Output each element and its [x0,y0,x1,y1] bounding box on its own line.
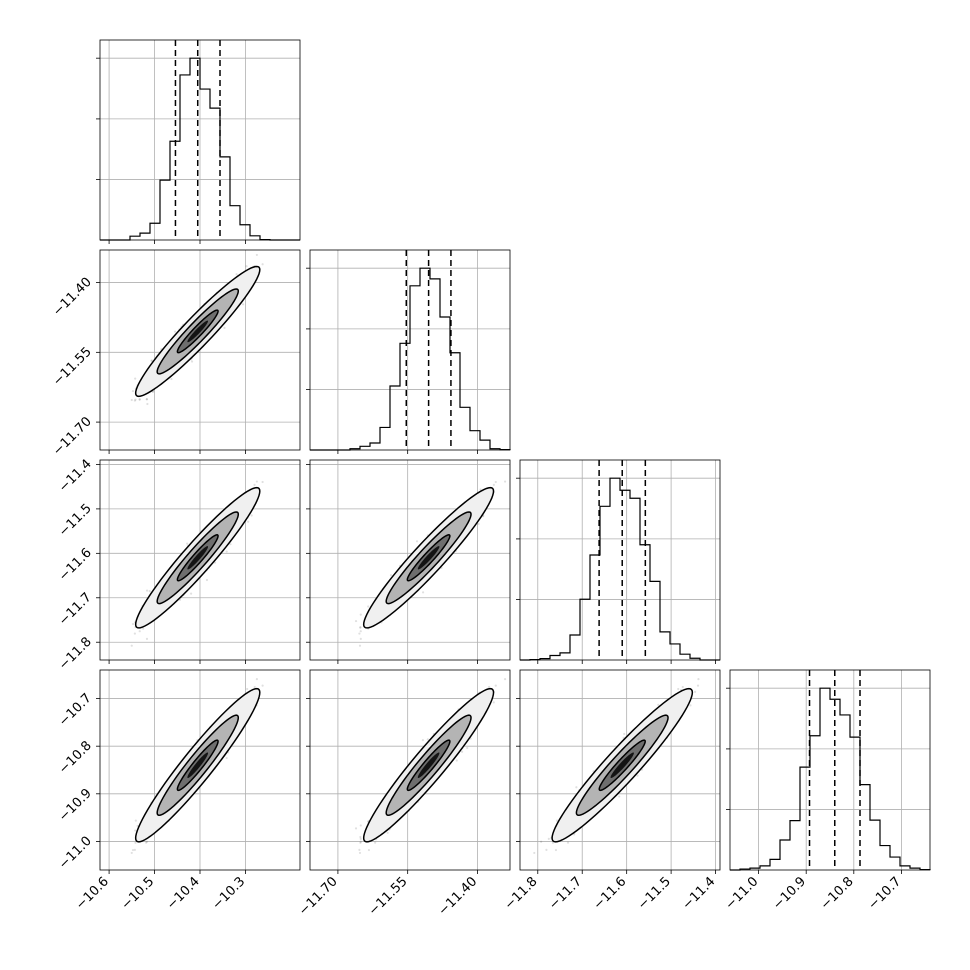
hist-panel [306,249,511,454]
sample-point [255,253,258,257]
sample-point [223,326,226,329]
density-contour [187,320,209,343]
histogram-step [310,267,511,451]
sample-point [255,480,258,483]
sample-point [245,265,248,268]
sample-point [150,359,154,362]
sample-point [130,644,133,647]
sample-point [189,592,193,595]
sample-point [261,480,264,484]
sample-point [133,632,136,635]
sample-point [131,389,135,393]
sample-point [146,402,149,406]
sample-point [145,589,149,592]
hist-background [310,250,510,450]
sample-point [145,398,149,401]
sample-point [130,398,133,402]
sample-point [142,627,145,630]
sample-point [151,390,155,393]
hist-frame [99,39,301,241]
sample-point [241,303,245,306]
sample-point [138,398,141,401]
sample-point [131,622,135,626]
sample-point [145,398,148,401]
sample-point [247,520,250,523]
hist-frame [519,459,721,661]
histogram-step [520,477,720,661]
scatter-panel: −11.70−11.55−11.40 [50,249,301,459]
scatter-panel: −11.8−11.7−11.6−11.5−11.4 [56,457,301,673]
scatter-inner [130,253,264,406]
hist-panel [96,39,301,244]
histogram-step [730,687,931,871]
sample-point [253,483,256,486]
sample-point [145,637,149,640]
hist-background [520,460,720,660]
sample-point [225,550,228,553]
sample-point [134,377,137,380]
scatter-inner [130,480,264,647]
hist-frame [729,669,931,871]
hist-frame [309,249,511,451]
sample-point [170,377,173,381]
sample-point [229,543,232,546]
hist-panel: −11.0 −10.9 −10.8 −10.7 [723,669,931,913]
sample-point [138,630,141,633]
scatter-frame [99,249,301,451]
sample-point [205,578,209,582]
sample-point [150,359,153,362]
sample-point [138,398,141,401]
sample-point [173,330,177,333]
sample-point [261,263,264,266]
sample-point [186,542,189,545]
sample-point [134,398,137,401]
sample-point [190,360,194,363]
hist-panel [516,459,721,664]
histogram-step [100,57,300,241]
hist-background [730,670,930,870]
sample-point [235,273,238,276]
sample-point [133,399,136,402]
sample-point [148,590,151,593]
